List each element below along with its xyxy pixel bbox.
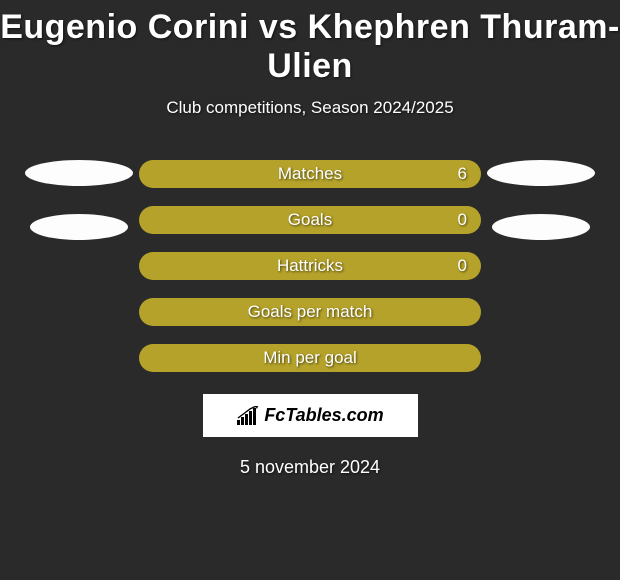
logo-content: FcTables.com: [236, 405, 383, 426]
stat-bar-min-per-goal: Min per goal: [139, 344, 481, 372]
left-player-shape-2: [30, 214, 128, 240]
stat-label: Hattricks: [277, 256, 343, 276]
subtitle: Club competitions, Season 2024/2025: [166, 98, 453, 118]
stat-label: Matches: [278, 164, 342, 184]
stat-bar-goals: Goals 0: [139, 206, 481, 234]
stat-value: 0: [458, 256, 467, 276]
stat-label: Min per goal: [263, 348, 357, 368]
logo-text: FcTables.com: [264, 405, 383, 426]
stat-label: Goals: [288, 210, 332, 230]
stat-bar-matches: Matches 6: [139, 160, 481, 188]
logo-box: FcTables.com: [203, 394, 418, 437]
right-player-col: [481, 160, 601, 240]
date-label: 5 november 2024: [240, 457, 380, 478]
left-player-shape-1: [25, 160, 133, 186]
right-player-shape-1: [487, 160, 595, 186]
stat-value: 0: [458, 210, 467, 230]
infographic-container: Eugenio Corini vs Khephren Thuram-Ulien …: [0, 0, 620, 478]
right-player-shape-2: [492, 214, 590, 240]
stat-label: Goals per match: [248, 302, 373, 322]
stats-area: Matches 6 Goals 0 Hattricks 0 Goals per …: [0, 160, 620, 372]
stat-bar-goals-per-match: Goals per match: [139, 298, 481, 326]
chart-icon: [236, 406, 260, 426]
stats-bars: Matches 6 Goals 0 Hattricks 0 Goals per …: [139, 160, 481, 372]
stat-bar-hattricks: Hattricks 0: [139, 252, 481, 280]
left-player-col: [19, 160, 139, 240]
page-title: Eugenio Corini vs Khephren Thuram-Ulien: [0, 8, 620, 86]
stat-value: 6: [458, 164, 467, 184]
